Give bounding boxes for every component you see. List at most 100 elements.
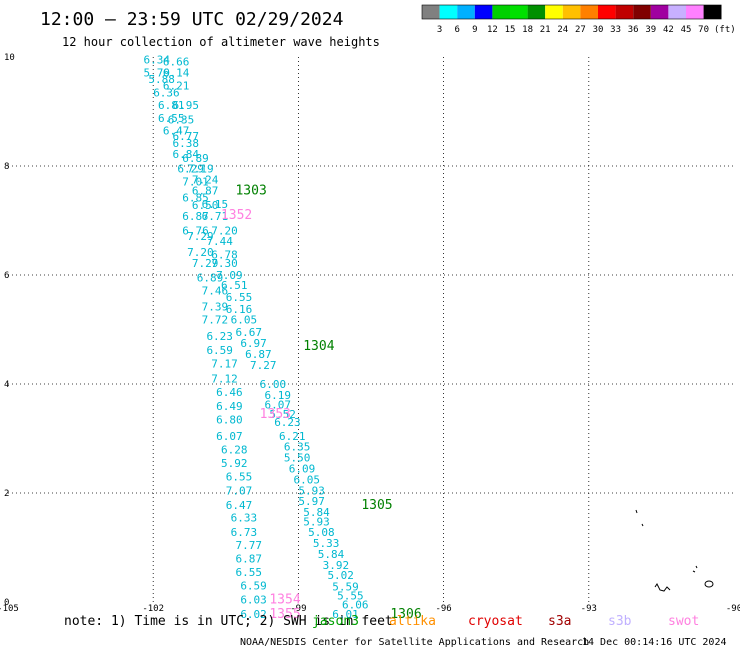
- swh-value-label: 5.84: [318, 548, 345, 561]
- swh-value-label: 6.78: [211, 248, 238, 261]
- scale-swatch: [580, 5, 598, 19]
- swh-value-label: 6.07: [265, 399, 292, 412]
- swh-value-label: 5.93: [303, 515, 330, 528]
- scale-swatch: [474, 5, 493, 19]
- y-tick-label: 10: [4, 53, 15, 63]
- swh-value-label: 6.05: [294, 473, 321, 486]
- swh-value-label: 6.33: [231, 512, 258, 525]
- swh-value-label: 7.19: [187, 163, 214, 176]
- scale-swatch: [598, 5, 616, 19]
- x-tick-label: -90: [726, 604, 740, 614]
- scale-label: 70: [698, 25, 709, 35]
- chart-title: 12:00 — 23:59 UTC 02/29/2024: [40, 9, 343, 30]
- scale-swatch: [650, 5, 669, 19]
- x-tick-label: -105: [0, 604, 19, 614]
- swh-value-label: 6.06: [342, 599, 369, 612]
- pass-number-label: 1355: [269, 607, 300, 622]
- y-tick-label: 0: [4, 598, 9, 608]
- scale-swatch: [492, 5, 510, 19]
- pass-number-label: 1305: [361, 498, 392, 513]
- swh-value-label: 7.30: [211, 257, 238, 270]
- x-tick-label: -99: [290, 604, 306, 614]
- swh-value-label: 6.55: [226, 291, 253, 304]
- swh-value-label: 5.50: [284, 452, 311, 465]
- swh-value-label: 5.79: [144, 66, 171, 79]
- scale-swatch: [686, 5, 704, 19]
- swh-value-label: 5.92: [221, 457, 248, 470]
- color-scale-legend: 3 6 9 12 15 18 21 24 27 30 33 36 39 42 45 70: [421, 4, 722, 35]
- swh-value-label: 7.72: [202, 314, 229, 327]
- swh-value-label: 6.01: [332, 608, 359, 621]
- mission-legend: jason3 altika cryosat s3a s3b swot: [312, 614, 699, 629]
- swh-value-label: 6.87: [245, 348, 272, 361]
- swh-value-label: 6.15: [202, 198, 229, 211]
- swh-value-label: 6.07: [216, 430, 243, 443]
- pass-number-label: 1304: [303, 339, 334, 354]
- island-marks: [692, 565, 698, 573]
- swh-value-label: 6.81: [158, 99, 185, 112]
- scale-swatch: [545, 5, 563, 19]
- swh-value-label: 6.55: [158, 112, 185, 125]
- swh-value-label: 6.35: [284, 441, 311, 454]
- scale-label: 27: [575, 25, 586, 35]
- swh-value-label: 6.95: [173, 99, 200, 112]
- swh-value-label: 6.21: [279, 430, 306, 443]
- swh-value-label: 6.23: [274, 416, 301, 429]
- swh-value-label: 6.59: [240, 580, 267, 593]
- footer-note: note: 1) Time is in UTC; 2) SWH is in fe…: [64, 614, 393, 629]
- swh-value-label: 6.67: [235, 326, 261, 339]
- swh-value-label: 6.14: [163, 66, 190, 79]
- mission-legend-item: s3b: [608, 614, 632, 629]
- mission-legend-item: s3a: [548, 614, 571, 629]
- scale-label: 36: [628, 25, 639, 35]
- swh-value-label: 6.29: [177, 163, 204, 176]
- swh-value-label: 6.80: [216, 413, 243, 426]
- pass-number-label: 1306: [390, 607, 421, 622]
- swh-value-label: 6.84: [173, 148, 200, 161]
- swh-value-label: 5.52: [269, 408, 296, 421]
- swh-value-label: 7.29: [192, 257, 219, 270]
- mission-legend-item: altika: [389, 614, 436, 629]
- coastline-marks: [635, 509, 671, 592]
- scale-label: 42: [663, 25, 674, 35]
- swh-value-label: 6.87: [192, 185, 219, 198]
- swh-value-label: 5.08: [308, 526, 335, 539]
- x-tick-label: -96: [435, 604, 451, 614]
- pass-number-label: 1303: [235, 184, 266, 199]
- scale-label: 45: [681, 25, 692, 35]
- swh-value-label: 6.97: [240, 337, 267, 350]
- scale-label: 39: [645, 25, 656, 35]
- pass-number-label: 1354: [269, 592, 300, 607]
- swh-value-label: 6.47: [163, 125, 190, 138]
- footer-timestamp: 14 Dec 00:14:16 UTC 2024: [582, 637, 727, 648]
- swh-value-label: 7.27: [250, 359, 277, 372]
- x-tick-label: -102: [142, 604, 164, 614]
- swh-value-label: 7.20: [187, 246, 214, 259]
- swh-value-label: 6.89: [182, 152, 209, 165]
- swh-value-label: 6.36: [153, 86, 180, 99]
- swh-value-label: 6.09: [289, 462, 316, 475]
- swh-value-label: 6.55: [235, 566, 261, 579]
- swh-value-label: 6.28: [221, 443, 248, 456]
- chart-subtitle: 12 hour collection of altimeter wave hei…: [62, 35, 380, 49]
- scale-label: 30: [593, 25, 604, 35]
- swh-value-label: 7.07: [226, 484, 253, 497]
- swh-value-label: 6.49: [216, 400, 243, 413]
- swh-value-label: 6.85: [182, 192, 209, 205]
- scale-swatch: [510, 5, 528, 19]
- swh-value-label: 7.17: [211, 357, 238, 370]
- scale-swatch: [527, 5, 546, 19]
- pass-number-label: 1353: [260, 407, 291, 422]
- swh-value-label: 5.33: [313, 537, 340, 550]
- mission-legend-item: swot: [668, 614, 699, 629]
- swh-value-label: 6.47: [226, 499, 253, 512]
- scale-swatch: [457, 5, 475, 19]
- swh-value-label: 6.87: [235, 552, 261, 565]
- swh-value-label: 7.39: [202, 301, 229, 314]
- swh-value-label: 7.46: [202, 284, 229, 297]
- swh-value-label: 7.12: [211, 373, 238, 386]
- swh-value-label: 7.77: [235, 539, 261, 552]
- swh-value-label: 6.76: [182, 224, 209, 237]
- swh-value-label: 5.93: [298, 484, 325, 497]
